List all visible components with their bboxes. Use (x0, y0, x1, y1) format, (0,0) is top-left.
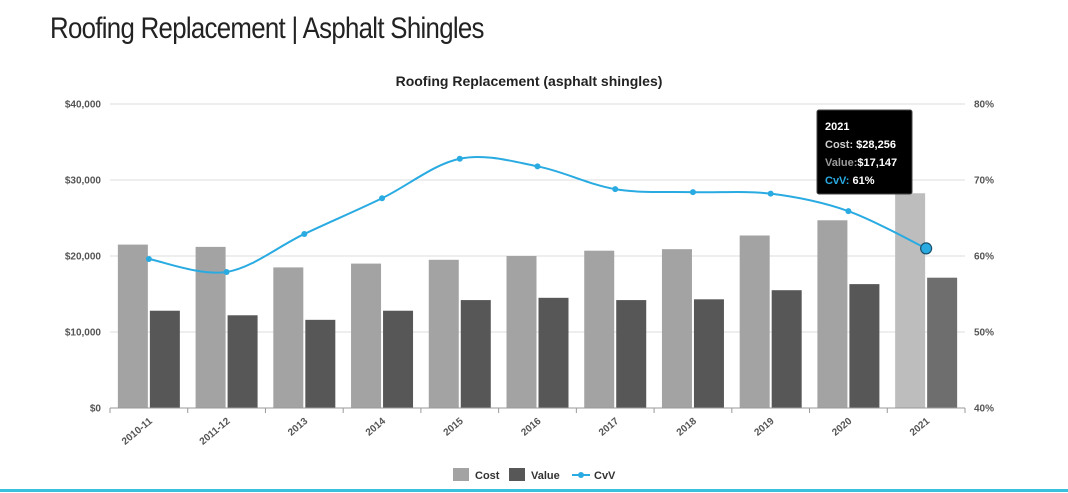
cost-bar[interactable] (817, 220, 848, 408)
bottom-accent-rule (0, 489, 1068, 492)
tooltip: 2021 Cost: $28,256 Value:$17,147 CvV: 61% (816, 109, 913, 195)
value-bar[interactable] (927, 277, 958, 408)
legend-swatch-cost[interactable] (453, 468, 469, 481)
cost-bar[interactable] (895, 193, 926, 408)
x-tick-label: 2019 (752, 416, 776, 439)
tooltip-text: CvV: (825, 175, 853, 187)
tooltip-text: $28,256 (856, 139, 896, 151)
cvv-point[interactable] (145, 256, 152, 263)
value-bar[interactable] (616, 300, 647, 408)
y-left-tick-label: $0 (90, 404, 102, 415)
legend-label-cost[interactable]: Cost (475, 470, 500, 482)
legend-label-cvv[interactable]: CvV (594, 470, 616, 482)
chart-title: Roofing Replacement (asphalt shingles) (396, 73, 663, 89)
tooltip-row: 2021 (825, 121, 849, 133)
cost-bar[interactable] (661, 249, 692, 408)
x-tick-label: 2018 (675, 416, 699, 439)
cvv-line-path (148, 155, 927, 274)
x-tick-label: 2015 (442, 416, 466, 439)
tooltip-text: 61% (853, 175, 875, 187)
tooltip-text: Cost: (825, 139, 856, 151)
tooltip-row: Value:$17,147 (825, 157, 897, 169)
y-right-tick-label: 40% (974, 404, 994, 415)
cvv-point[interactable] (379, 195, 386, 202)
y-right-tick-label: 50% (974, 328, 994, 339)
y-left-tick-label: $20,000 (65, 252, 102, 263)
tooltip-box (816, 109, 913, 195)
value-bar[interactable] (227, 315, 258, 408)
x-tick-label: 2010-11 (120, 416, 155, 448)
legend-marker-cvv[interactable] (578, 472, 584, 478)
tooltip-text: $17,147 (857, 157, 897, 169)
cvv-point[interactable] (301, 230, 308, 237)
x-tick-label: 2013 (286, 416, 310, 439)
tooltip-row: Cost: $28,256 (825, 139, 896, 151)
cost-bar[interactable] (584, 250, 615, 408)
cvv-point[interactable] (689, 189, 696, 196)
page-title: Roofing Replacement | Asphalt Shingles (50, 12, 484, 45)
cvv-point-highlight[interactable] (920, 242, 933, 255)
cvv-point[interactable] (534, 163, 541, 170)
value-bar[interactable] (149, 310, 180, 408)
cost-bar[interactable] (739, 235, 770, 408)
value-bar[interactable] (305, 319, 336, 408)
cost-bar[interactable] (195, 246, 226, 408)
tooltip-row: CvV: 61% (825, 175, 875, 187)
cvv-point[interactable] (767, 190, 774, 197)
value-bar[interactable] (693, 299, 724, 408)
x-tick-label: 2017 (597, 416, 621, 439)
tooltip-text: 2021 (825, 121, 849, 133)
cvv-point[interactable] (223, 268, 230, 275)
y-left-tick-label: $30,000 (65, 176, 102, 187)
cost-bar[interactable] (117, 244, 148, 408)
y-left-tick-label: $40,000 (65, 100, 102, 111)
tooltip-text: Value: (825, 157, 857, 169)
bars[interactable] (117, 193, 958, 408)
cost-bar[interactable] (351, 263, 382, 408)
value-bar[interactable] (771, 290, 802, 408)
cost-bar[interactable] (428, 259, 459, 408)
y-right-tick-label: 60% (974, 252, 994, 263)
cvv-point[interactable] (612, 186, 619, 193)
cost-bar[interactable] (273, 267, 304, 408)
value-bar[interactable] (538, 297, 569, 408)
x-tick-label: 2014 (364, 416, 388, 439)
y-right-tick-label: 70% (974, 176, 994, 187)
y-left-tick-label: $10,000 (65, 328, 102, 339)
x-tick-label: 2011-12 (198, 416, 233, 448)
value-bar[interactable] (460, 300, 491, 408)
legend-swatch-value[interactable] (509, 468, 525, 481)
cvv-point[interactable] (456, 155, 463, 162)
value-bar[interactable] (383, 310, 414, 408)
legend[interactable]: Cost Value CvV (453, 468, 616, 482)
value-bar[interactable] (849, 284, 880, 408)
x-tick-label: 2016 (519, 416, 543, 439)
x-tick-label: 2021 (908, 416, 932, 439)
x-tick-label: 2020 (830, 416, 854, 439)
cost-bar[interactable] (506, 256, 537, 408)
y-right-tick-label: 80% (974, 100, 994, 111)
cvv-point[interactable] (845, 208, 852, 215)
cvv-line[interactable] (145, 155, 933, 275)
legend-label-value[interactable]: Value (531, 470, 560, 482)
